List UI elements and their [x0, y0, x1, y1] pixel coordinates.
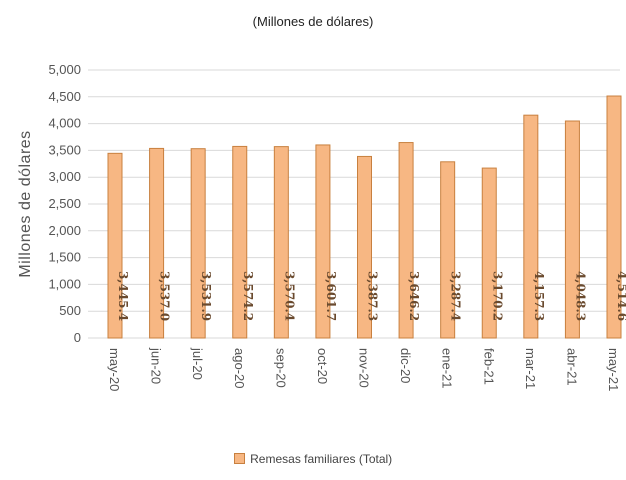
bar — [273, 146, 289, 339]
chart-legend: Remesas familiares (Total) — [0, 452, 626, 466]
x-tick-label: jul-20 — [190, 347, 205, 380]
x-tick-label: may-21 — [606, 348, 621, 391]
bar-data-label: 4,157.3 — [532, 271, 546, 321]
bar-data-label: 4,048.3 — [573, 271, 587, 321]
bar-data-label: 3,646.2 — [407, 271, 421, 321]
y-tick-label: 2,000 — [48, 223, 81, 238]
x-tick-label: feb-21 — [481, 348, 496, 385]
bar — [481, 167, 497, 339]
x-tick-label: may-20 — [107, 348, 122, 391]
bar — [149, 147, 165, 339]
bar-data-label: 3,287.4 — [449, 271, 463, 321]
bar — [564, 120, 580, 339]
x-tick-label: mar-21 — [523, 348, 538, 389]
y-tick-label: 0 — [74, 330, 81, 345]
bar-data-label: 3,537.0 — [158, 271, 172, 321]
y-tick-label: 4,500 — [48, 89, 81, 104]
x-tick-label: ago-20 — [232, 348, 247, 388]
bar-data-label: 3,601.7 — [324, 271, 338, 321]
bar — [606, 95, 622, 339]
y-tick-label: 2,500 — [48, 196, 81, 211]
bar — [190, 148, 206, 339]
y-tick-label: 3,000 — [48, 169, 81, 184]
bar-data-label: 3,570.4 — [282, 271, 296, 321]
legend-label: Remesas familiares (Total) — [250, 452, 393, 466]
x-tick-label: nov-20 — [357, 348, 372, 388]
bar-data-label: 3,170.2 — [490, 271, 504, 321]
y-axis-label: Millones de dólares — [17, 130, 34, 277]
bar — [315, 144, 331, 339]
bar-data-label: 3,445.4 — [116, 271, 130, 321]
chart-subtitle: (Millones de dólares) — [252, 14, 374, 29]
bar — [523, 114, 539, 339]
bar — [398, 142, 414, 339]
y-tick-label: 4,000 — [48, 116, 81, 131]
bar-data-label: 3,531.9 — [199, 271, 213, 321]
x-tick-label: sep-20 — [273, 348, 288, 388]
x-tick-label: ene-21 — [440, 348, 455, 388]
bar-data-label: 3,574.2 — [241, 271, 255, 321]
y-tick-label: 5,000 — [48, 62, 81, 77]
bar-data-label: 4,514.6 — [615, 271, 626, 321]
x-tick-label: jun-20 — [149, 347, 164, 384]
bar-data-label: 3,387.3 — [366, 271, 380, 321]
y-tick-label: 1,500 — [48, 250, 81, 265]
bar — [107, 152, 123, 339]
legend-swatch — [233, 453, 245, 464]
y-tick-label: 1,000 — [48, 276, 81, 291]
x-tick-label: oct-20 — [315, 348, 330, 384]
x-tick-label: dic-20 — [398, 348, 413, 383]
bar — [357, 155, 372, 339]
bar — [440, 161, 456, 339]
x-tick-label: abr-21 — [564, 348, 579, 386]
y-tick-label: 500 — [59, 303, 81, 318]
y-tick-label: 3,500 — [48, 142, 81, 157]
bar — [232, 145, 248, 339]
